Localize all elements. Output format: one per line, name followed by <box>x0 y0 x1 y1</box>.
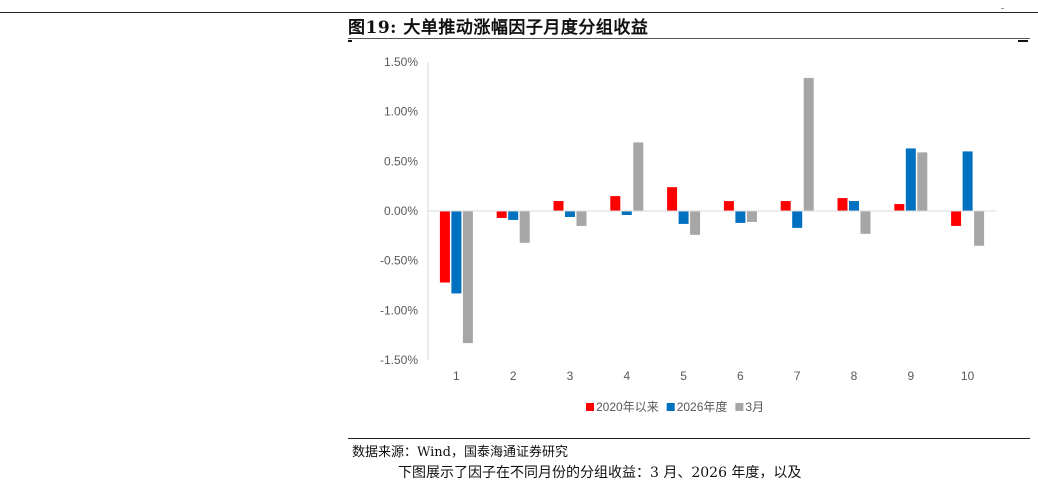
bar <box>690 211 701 235</box>
figure-title: 图19: 大单推动涨幅因子月度分组收益 <box>348 18 649 38</box>
legend-label: 2026年度 <box>677 399 728 414</box>
bars <box>439 77 985 344</box>
corner-mark <box>1001 8 1004 9</box>
y-tick-label: 0.50% <box>384 154 418 168</box>
top-rule <box>0 12 1038 13</box>
x-tick-label: 5 <box>680 369 687 383</box>
y-tick-label: -1.00% <box>380 303 418 317</box>
legend-swatch <box>666 403 675 411</box>
title-rule <box>348 38 1030 39</box>
bar <box>803 77 814 211</box>
grouped-bar-chart: 1.50% 1.00% 0.50% 0.00% -0.50% -1.00% -1.50% 1… <box>380 55 996 414</box>
bar <box>553 201 564 211</box>
y-tick-label: -0.50% <box>380 254 418 268</box>
x-tick-label: 4 <box>623 369 630 383</box>
bar <box>565 211 575 217</box>
x-tick-label: 6 <box>737 369 744 383</box>
bar <box>860 211 871 234</box>
bar <box>894 204 905 211</box>
x-tick-label: 2 <box>510 369 517 383</box>
x-tick-label: 9 <box>907 369 914 383</box>
bar <box>519 211 530 243</box>
y-tick-label: -1.50% <box>380 353 418 367</box>
bar <box>837 198 848 211</box>
y-axis: 1.50% 1.00% 0.50% 0.00% -0.50% -1.00% -1.50% <box>380 55 429 367</box>
bar <box>951 211 962 226</box>
bar <box>576 211 587 226</box>
title-rule-right-tick <box>1018 40 1028 42</box>
bar <box>780 201 791 211</box>
source-note: 数据来源：Wind，国泰海通证券研究 <box>352 445 568 460</box>
bar <box>735 211 746 223</box>
legend-label: 2020年以来 <box>596 400 659 414</box>
bar <box>496 211 507 218</box>
x-tick-label: 7 <box>794 369 801 383</box>
x-tick-label: 10 <box>961 369 975 383</box>
y-tick-label: 1.00% <box>384 105 418 119</box>
bar <box>905 148 916 211</box>
bar <box>974 211 985 246</box>
bar <box>667 187 678 211</box>
y-tick-label: 1.50% <box>384 55 418 69</box>
title-rule-left-tick <box>348 40 352 42</box>
bar <box>678 211 689 224</box>
bar <box>610 196 621 211</box>
x-tick-label: 3 <box>567 369 574 383</box>
bar <box>462 211 473 344</box>
legend-swatch <box>586 403 594 411</box>
bar <box>917 152 928 211</box>
legend-swatch <box>735 403 744 411</box>
bar <box>792 211 803 228</box>
x-tick-label: 8 <box>851 369 858 383</box>
bar <box>962 151 973 211</box>
bar <box>621 211 632 215</box>
bar <box>746 211 757 222</box>
legend-label: 3月 <box>745 400 764 414</box>
x-axis: 1 2 3 4 5 6 7 8 9 10 <box>428 210 996 383</box>
bar <box>723 201 734 211</box>
bar <box>451 211 462 294</box>
source-rule <box>348 438 1030 439</box>
x-tick-label: 1 <box>453 369 460 383</box>
bar <box>439 211 450 283</box>
legend: 2020年以来 2026年度 3月 <box>586 399 764 414</box>
body-text-fragment: 下图展示了因子在不同月份的分组收益：3 月、2026 年度，以及 <box>398 465 802 481</box>
y-tick-label: 0.00% <box>384 204 418 218</box>
bar <box>849 201 859 211</box>
bar <box>508 211 519 220</box>
bar <box>633 142 644 211</box>
